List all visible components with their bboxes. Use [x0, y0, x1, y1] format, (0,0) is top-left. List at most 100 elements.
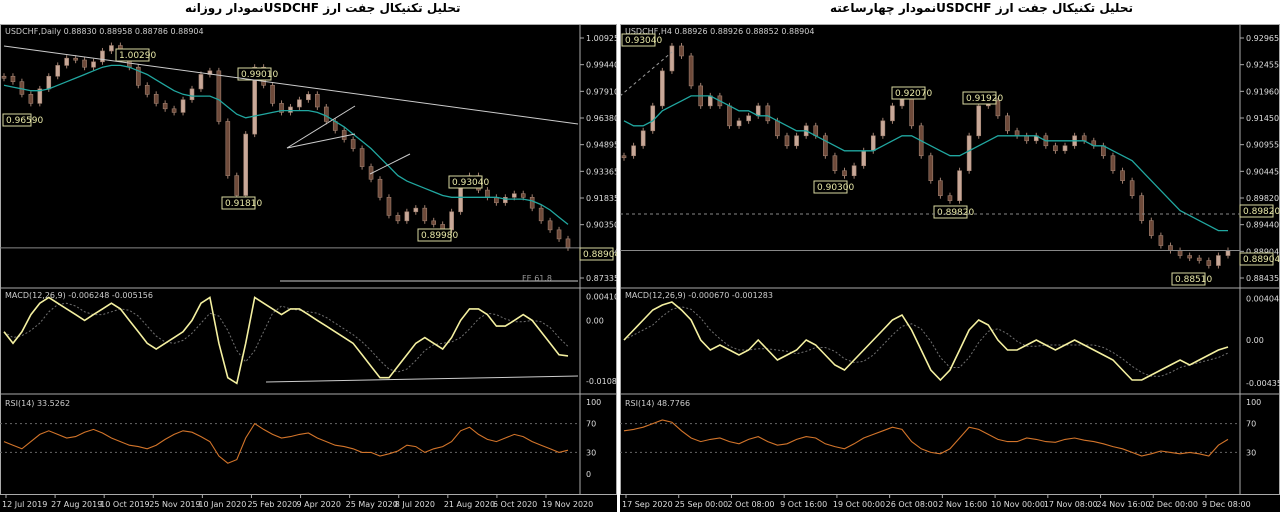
price-label: 1.00290	[119, 51, 156, 61]
daily-chart-panel: 1.00925 0.99440 0.97910 0.96380 0.94895 0.933…	[0, 24, 627, 512]
time-tick-label: 24 Nov 16:00	[1097, 500, 1151, 509]
candle	[1014, 130, 1020, 137]
candle	[189, 88, 195, 101]
candle	[947, 195, 953, 201]
macd-tick-label: 0.004101	[586, 293, 617, 302]
candle	[1005, 115, 1010, 132]
time-tick-label: 9 Apr 2020	[297, 500, 341, 509]
price-label-box	[221, 196, 256, 210]
candle	[1206, 260, 1212, 266]
candle	[1196, 257, 1202, 261]
candle	[485, 189, 490, 198]
candle	[832, 155, 838, 172]
price-tick-label: 0.87335	[586, 274, 617, 283]
candle	[556, 229, 562, 240]
price-label-box	[1239, 252, 1274, 266]
candle	[341, 130, 347, 140]
candle	[813, 125, 819, 137]
candle	[73, 57, 78, 61]
trend-line	[286, 133, 356, 149]
price-label: 0.89820	[1243, 207, 1280, 217]
price-label-box	[1239, 204, 1274, 218]
rsi-tick-label: 30	[586, 448, 596, 457]
candle	[431, 220, 437, 225]
price-tick-label: 0.89820	[1246, 194, 1279, 203]
candle	[746, 115, 751, 122]
price-label: 0.92070	[895, 89, 932, 99]
price-label: 0.88904	[1243, 255, 1280, 265]
candle	[1158, 235, 1164, 246]
price-tick-label: 0.88904	[1246, 247, 1279, 256]
time-tick-label: 17 Sep 2020	[622, 500, 673, 509]
candle	[529, 197, 535, 209]
price-label: 0.99010	[241, 70, 278, 80]
price-label-box	[891, 86, 926, 100]
time-tick-label: 10 Nov 00:00	[991, 500, 1045, 509]
candle	[621, 155, 627, 159]
candle	[547, 220, 553, 231]
candle	[350, 139, 356, 149]
candle	[359, 148, 365, 167]
price-label: 0.89820	[937, 208, 974, 218]
time-tick-label: 19 Oct 00:00	[833, 500, 885, 509]
candle	[279, 103, 284, 113]
candle	[755, 105, 761, 117]
time-tick-label: 25 Feb 2020	[247, 500, 297, 509]
price-tick-label: 0.94895	[586, 141, 617, 150]
time-tick-label: 10 Jan 2020	[198, 500, 246, 509]
candle	[100, 50, 105, 63]
daily-chart: 1.00925 0.99440 0.97910 0.96380 0.94895 0.933…	[0, 24, 627, 509]
h4-chart: 0.92965 0.92455 0.91960 0.91450 0.90955 0.904…	[619, 24, 1280, 509]
candle	[1101, 145, 1106, 157]
price-label: 0.93040	[625, 36, 662, 46]
candle	[775, 120, 780, 137]
candle	[386, 197, 392, 216]
candle	[727, 105, 732, 127]
candle	[413, 207, 419, 213]
candle	[82, 59, 87, 68]
macd-tick-label: -0.004351	[1246, 379, 1280, 388]
candle	[449, 211, 454, 231]
candle	[234, 175, 240, 196]
candle	[565, 238, 571, 249]
candle	[458, 184, 463, 213]
candle	[315, 94, 320, 108]
time-tick-label: 2 Dec 00:00	[1149, 500, 1198, 509]
candle	[995, 100, 1001, 117]
price-tick-label: 0.91960	[1246, 87, 1279, 96]
macd-line	[623, 301, 1229, 382]
macd-signal-line	[3, 302, 569, 373]
candle	[976, 105, 982, 137]
candle	[966, 135, 972, 172]
h4-chart-panel: 0.92965 0.92455 0.91960 0.91450 0.90955 0.904…	[619, 24, 1280, 512]
price-label-box	[115, 48, 150, 62]
candle	[1187, 255, 1192, 259]
candle	[707, 95, 713, 107]
time-tick-label: 26 Oct 08:00	[886, 500, 938, 509]
time-tick-label: 19 Nov 2020	[542, 500, 593, 509]
candle	[1168, 245, 1173, 251]
macd-label: MACD(12,26,9) -0.000670 -0.001283	[625, 291, 773, 300]
candle	[109, 45, 114, 52]
rsi-tick-label: 100	[1246, 398, 1261, 407]
candle	[650, 105, 656, 132]
candle	[153, 94, 159, 104]
chart-symbol-label: USDCHF,H4 0.88926 0.88926 0.88852 0.8890…	[625, 27, 814, 36]
time-tick-label: 6 Oct 2020	[493, 500, 537, 509]
candle	[1149, 220, 1154, 236]
price-tick-label: 0.96380	[586, 114, 617, 123]
price-tick-label: 0.90350	[586, 221, 617, 230]
candle	[243, 133, 249, 196]
price-label-box	[933, 205, 968, 219]
candle	[957, 170, 962, 201]
candle	[679, 45, 684, 57]
macd-signal-line	[623, 306, 1229, 377]
macd-tick-label: 0.004048	[1246, 295, 1280, 304]
rsi-line	[3, 422, 569, 464]
candle	[1, 75, 7, 79]
candle	[1062, 145, 1068, 152]
candle	[28, 94, 34, 104]
candle	[538, 207, 544, 222]
candle	[171, 108, 177, 113]
candle	[225, 121, 231, 176]
